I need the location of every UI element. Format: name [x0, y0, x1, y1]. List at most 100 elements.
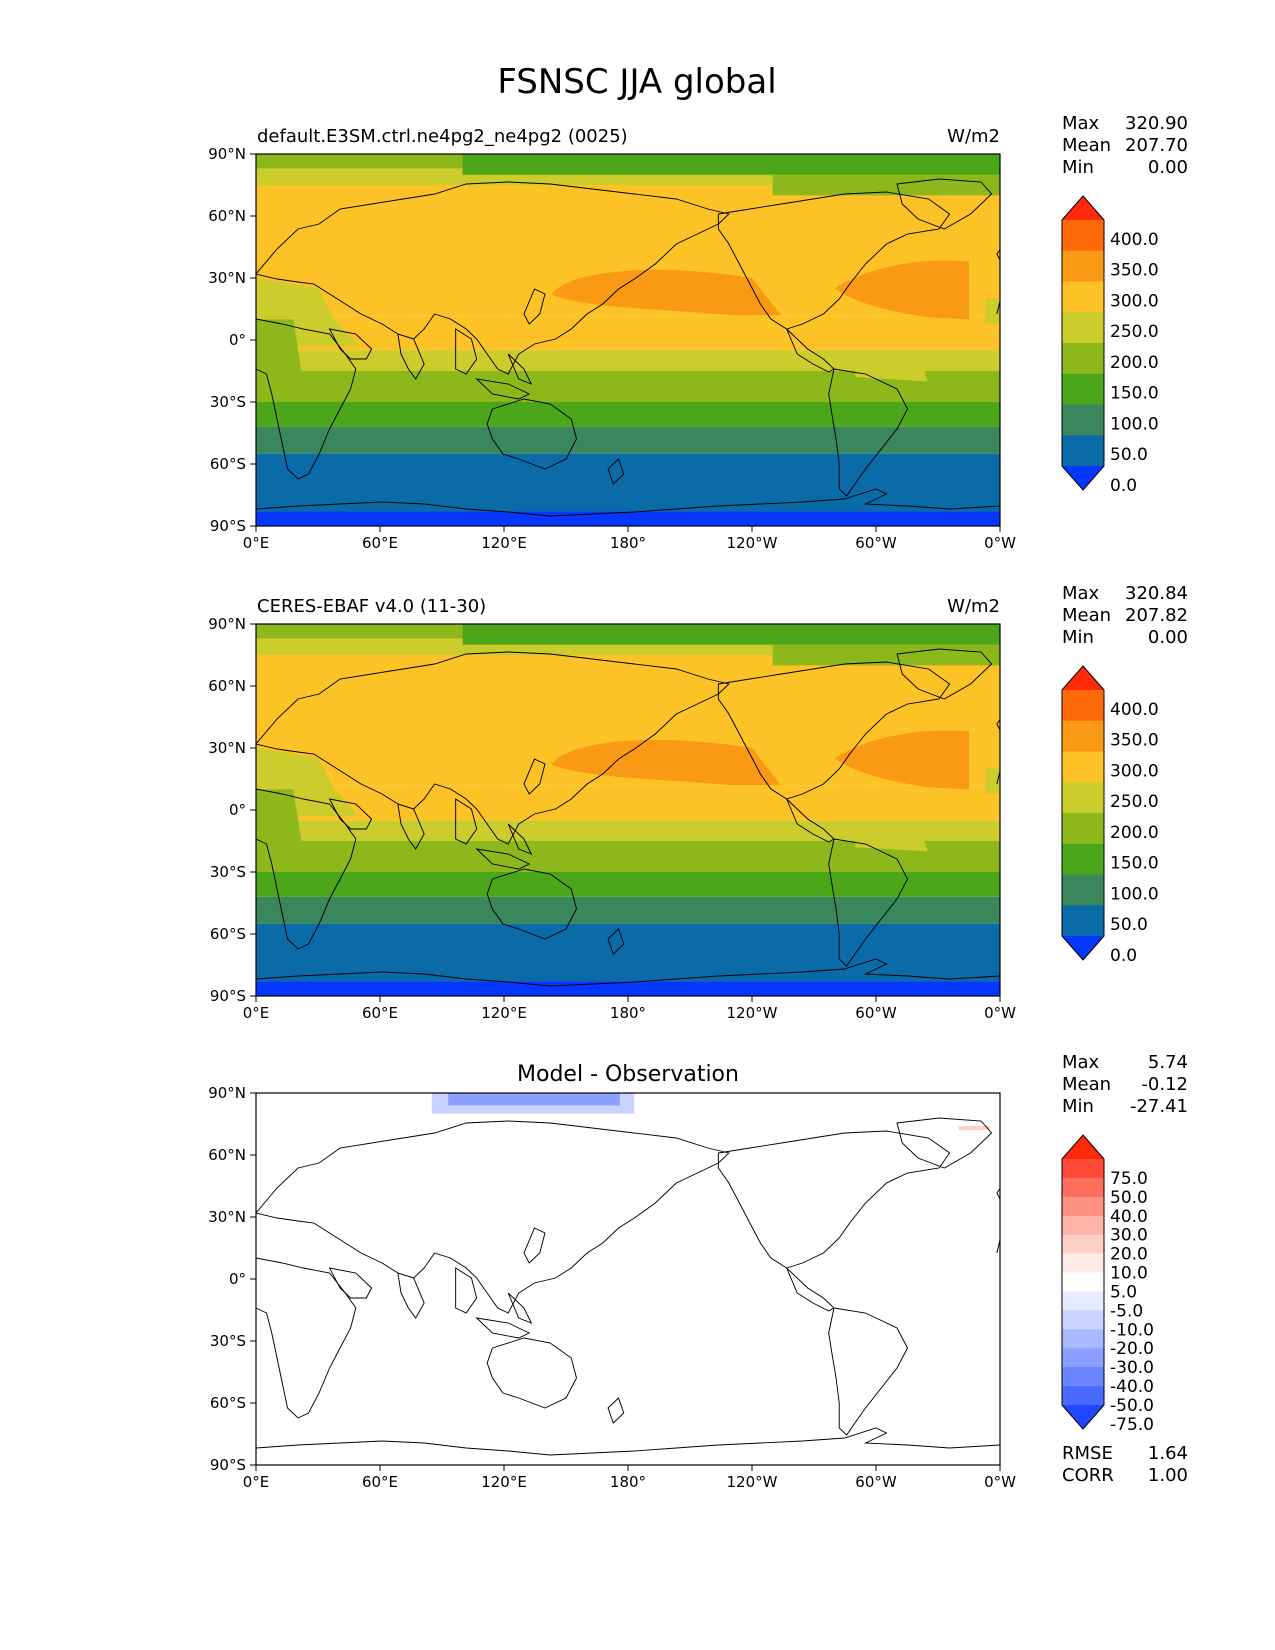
colorbar-segment [1062, 874, 1104, 906]
lat-tick-label: 90°N [208, 145, 246, 163]
colorbar-segment [1062, 843, 1104, 875]
field-band [256, 402, 1000, 427]
colorbar-level-label: 0.0 [1110, 476, 1137, 496]
colorbar-level-label: 20.0 [1110, 1245, 1148, 1265]
lon-tick-label: 180° [610, 534, 646, 552]
colorbar-level-label: -40.0 [1110, 1377, 1154, 1397]
stat-label: CORR [1062, 1465, 1114, 1486]
colorbar-segment [1062, 373, 1104, 405]
field-band [256, 1093, 1000, 1465]
colorbar-level-label: 30.0 [1110, 1226, 1148, 1246]
lon-tick-label: 120°W [727, 534, 778, 552]
field-region [958, 1126, 990, 1131]
colorbar-level-label: -30.0 [1110, 1358, 1154, 1378]
lat-tick-label: 30°N [208, 1208, 246, 1226]
colorbar-segment [1062, 1291, 1104, 1311]
stat-value: 0.00 [1148, 627, 1188, 648]
field-region [462, 624, 1000, 645]
colorbar-segment [1062, 1215, 1104, 1236]
stat-label: Min [1062, 627, 1094, 648]
colorbar-level-label: 250.0 [1110, 322, 1159, 342]
lon-tick-label: 60°E [362, 1004, 398, 1022]
colorbar-segment [1062, 435, 1104, 467]
stat-label: Mean [1062, 1074, 1111, 1095]
lon-tick-label: 0°W [984, 534, 1016, 552]
lat-tick-label: 90°N [208, 1084, 246, 1102]
colorbar-level-label: 10.0 [1110, 1264, 1148, 1284]
colorbar-level-label: -5.0 [1110, 1301, 1143, 1321]
lon-tick-label: 120°W [727, 1004, 778, 1022]
map-field [256, 154, 1000, 526]
lat-tick-label: 60°S [210, 925, 246, 943]
lon-tick-label: 60°E [362, 1473, 398, 1491]
field-region [256, 319, 302, 371]
lat-tick-label: 60°S [210, 455, 246, 473]
field-region [772, 174, 1000, 196]
lat-tick-label: 60°N [208, 207, 246, 225]
lat-tick-label: 30°N [208, 269, 246, 287]
colorbar-segment [1062, 1196, 1104, 1217]
colorbar-level-label: 5.0 [1110, 1282, 1137, 1302]
lat-tick-label: 30°S [210, 863, 246, 881]
stat-value: 1.00 [1148, 1465, 1188, 1486]
lon-tick-label: 120°E [481, 1004, 527, 1022]
lon-tick-label: 0°W [984, 1473, 1016, 1491]
colorbar-segment [1062, 404, 1104, 436]
colorbar-segment [1062, 813, 1104, 845]
colorbar-segment [1062, 312, 1104, 344]
lat-tick-label: 90°N [208, 615, 246, 633]
lat-tick-label: 0° [229, 1270, 246, 1288]
panel-units: W/m2 [947, 596, 1000, 617]
colorbar-level-label: 150.0 [1110, 854, 1159, 874]
colorbar-extend-min [1062, 1405, 1104, 1429]
panel-left-title: default.E3SM.ctrl.ne4pg2_ne4pg2 (0025) [257, 126, 628, 147]
stat-value: 0.00 [1148, 157, 1188, 178]
colorbar-level-label: 250.0 [1110, 792, 1159, 812]
field-band [256, 896, 1000, 924]
lon-tick-label: 120°E [481, 1473, 527, 1491]
colorbar-outline [1061, 1134, 1105, 1430]
lon-tick-label: 0°W [984, 1004, 1016, 1022]
stat-value: -27.41 [1130, 1096, 1188, 1117]
panel-left-title: CERES-EBAF v4.0 (11-30) [257, 596, 486, 617]
panel-test: default.E3SM.ctrl.ne4pg2_ne4pg2 (0025) W/… [208, 113, 1188, 552]
field-band [256, 350, 1000, 371]
field-region [855, 350, 928, 382]
stat-label: RMSE [1062, 1443, 1113, 1464]
map-field [256, 624, 1000, 996]
stat-label: Max [1062, 1052, 1100, 1073]
colorbar-segment [1062, 1329, 1104, 1349]
colorbar: 400.0 350.0 300.0 250.0 200.0 150.0 100.0 50.0 0… [1061, 195, 1159, 496]
colorbar-segment [1062, 220, 1104, 252]
field-region [256, 789, 302, 841]
stat-label: Mean [1062, 135, 1111, 156]
lat-tick-label: 0° [229, 801, 246, 819]
colorbar-level-label: -75.0 [1110, 1415, 1154, 1435]
colorbar-level-label: 400.0 [1110, 700, 1159, 720]
stat-label: Min [1062, 1096, 1094, 1117]
colorbar-segment [1062, 1367, 1104, 1387]
field-region [985, 768, 1000, 794]
colorbar-segment [1062, 1234, 1104, 1255]
lat-tick-label: 60°S [210, 1394, 246, 1412]
field-region [834, 260, 969, 320]
colorbar-outline [1061, 665, 1105, 961]
field-band [256, 315, 1000, 351]
panel-center-title: Model - Observation [517, 1062, 739, 1087]
lat-tick-label: 90°S [210, 1456, 246, 1474]
colorbar-extend-max [1062, 666, 1104, 690]
field-band [256, 981, 1000, 996]
field-region [448, 1093, 620, 1106]
stat-value: 320.84 [1125, 583, 1188, 604]
colorbar-level-label: 100.0 [1110, 414, 1159, 434]
field-band [256, 426, 1000, 454]
colorbar-segment [1062, 1348, 1104, 1368]
colorbar-extend-max [1062, 196, 1104, 220]
colorbar-level-label: -10.0 [1110, 1320, 1154, 1340]
field-region [985, 298, 1000, 324]
lon-tick-label: 0°E [243, 1473, 270, 1491]
field-region [551, 739, 781, 786]
lon-tick-label: 60°W [855, 1004, 897, 1022]
field-band [256, 785, 1000, 821]
field-region [462, 154, 1000, 175]
